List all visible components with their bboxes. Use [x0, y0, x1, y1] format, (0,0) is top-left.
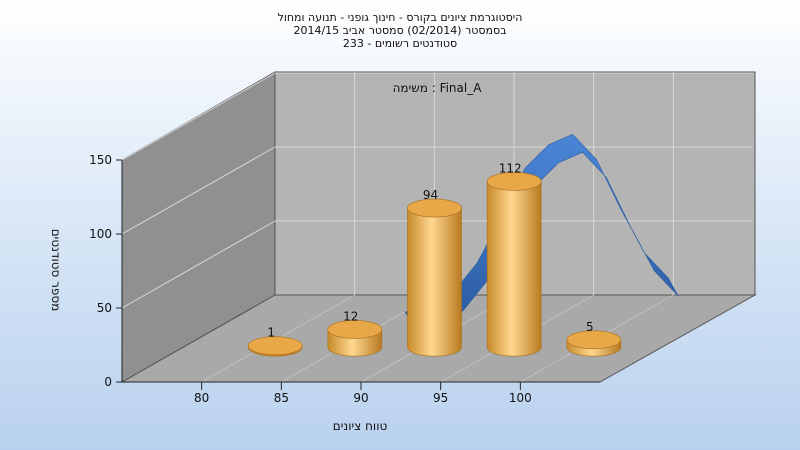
- chart-title-line-1: היסטוגרמת ציונים בקורס - חינוך גופני - ת…: [277, 11, 523, 24]
- y-tick-label: 0: [104, 375, 112, 389]
- axes: 0 50 100 150 80 85 90 95 100: [89, 153, 600, 405]
- bar-value-label: 1: [267, 326, 275, 340]
- bars: [247, 172, 622, 357]
- bar-value-label: 112: [499, 161, 522, 175]
- bar-2: [407, 198, 462, 357]
- bar-3: [486, 172, 542, 357]
- bar-top: [407, 198, 462, 218]
- x-tick-label: 95: [433, 391, 448, 405]
- y-axis-label: מספר סטודנטים: [49, 229, 63, 312]
- bar-top: [566, 330, 622, 350]
- bar-1: [327, 320, 383, 357]
- y-tick-label: 100: [89, 227, 112, 241]
- grid-line-side: [121, 220, 276, 309]
- chart-title-line-3: סטודנטים רשומים - 233: [342, 37, 458, 50]
- x-tick-label: 100: [509, 391, 532, 405]
- grid-line-side: [121, 72, 276, 161]
- x-tick-label: 80: [194, 391, 209, 405]
- bar-body: [486, 181, 542, 357]
- x-tick-label: 85: [274, 391, 289, 405]
- y-tick-label: 150: [89, 153, 112, 167]
- y-tick-label: 50: [97, 301, 112, 315]
- bar-top: [327, 320, 383, 339]
- bar-top: [247, 336, 303, 356]
- bar-value-label: 12: [343, 309, 358, 323]
- chart-title-line-2: בסמסטר (02/2014) סמסטר אביב 2014/15: [293, 24, 507, 37]
- bar-value-label: 94: [423, 188, 438, 202]
- bar-body: [407, 207, 462, 357]
- bar-top: [486, 172, 542, 191]
- x-tick-label: 90: [353, 391, 368, 405]
- assignment-subtitle: משימה : Final_A: [393, 81, 483, 95]
- grid-line-side: [121, 146, 276, 235]
- bar-4: [566, 330, 622, 357]
- bar-0: [247, 336, 303, 357]
- x-axis-label: טווח ציונים: [333, 419, 388, 433]
- bar-value-label: 5: [586, 320, 594, 334]
